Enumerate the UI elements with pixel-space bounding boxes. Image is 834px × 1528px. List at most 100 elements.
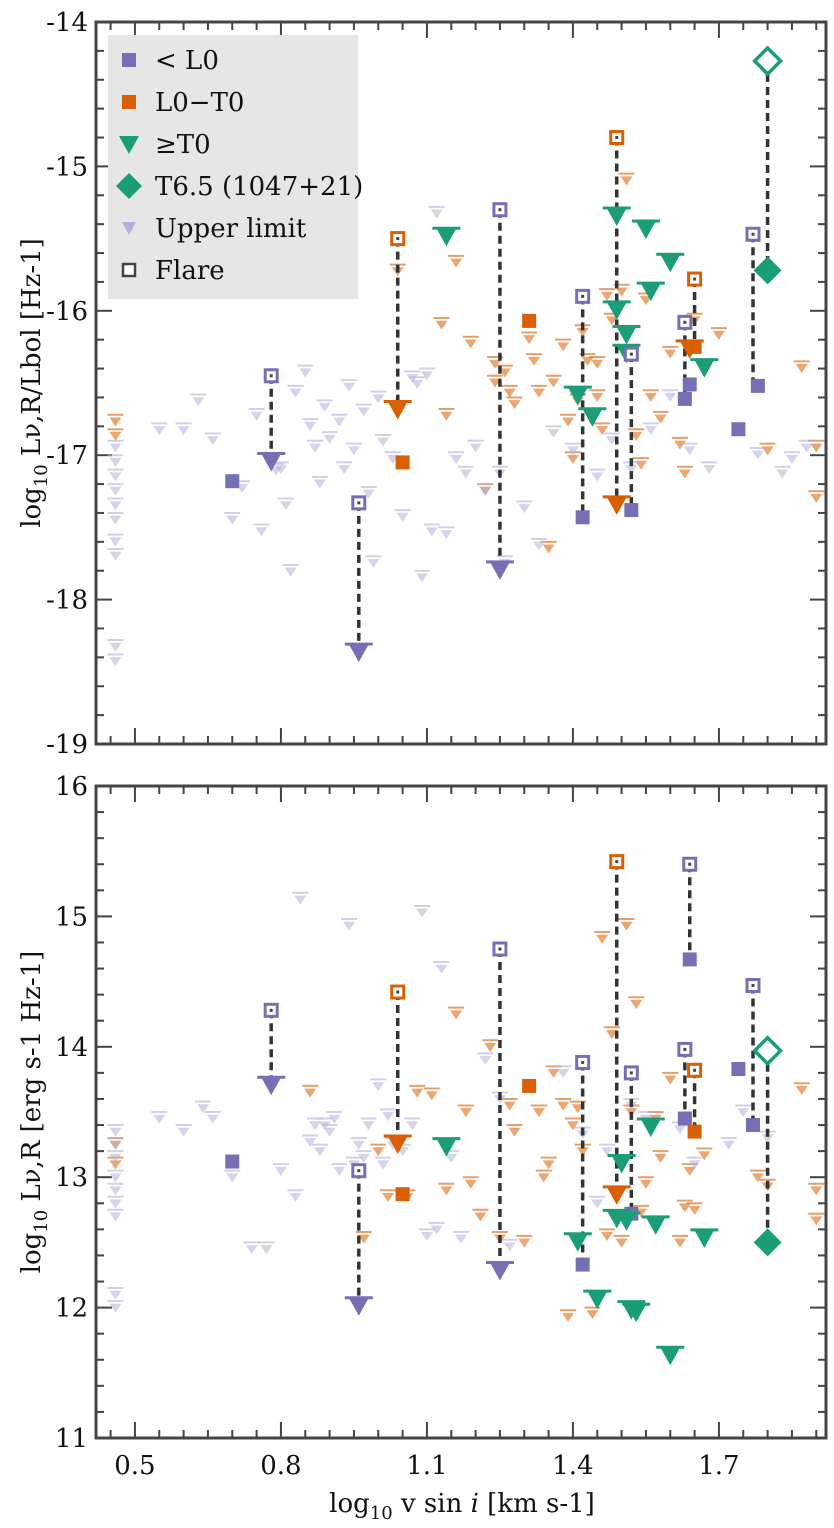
top-bold-limit-ge_t0 (660, 254, 681, 273)
top-upper-limit-ul_lt_l0 (377, 437, 390, 447)
bottom-upper-limit-l0_t0 (664, 1075, 677, 1085)
top-upper-limit-l0_t0 (615, 287, 628, 297)
top-upper-limit-ul_lt_l0 (333, 417, 346, 427)
top-flare-dot (269, 374, 273, 378)
top-upper-limit-ul_lt_l0 (644, 426, 657, 436)
legend-label: < L0 (155, 46, 219, 76)
bottom-upper-limit-ul_lt_l0 (722, 1140, 735, 1150)
bottom-x-tick-label: 1.1 (406, 1451, 447, 1481)
top-upper-limit-ul_lt_l0 (372, 394, 385, 404)
bottom-upper-limit-l0_t0 (678, 1203, 691, 1213)
bottom-flare-dot (693, 1068, 697, 1072)
bottom-upper-limit-ul_lt_l0 (382, 1112, 394, 1122)
top-detection-lt_l0 (750, 378, 765, 393)
legend: < L0 L0−T0 ≥T0 T6.5 (1047+21) Upper limit Fla… (108, 35, 363, 299)
bottom-upper-limit-ul_lt_l0 (197, 1104, 210, 1114)
bottom-upper-limit-l0_t0 (547, 1069, 560, 1079)
top-upper-limit-ul_lt_l0 (318, 403, 331, 413)
bottom-upper-limit-ul_lt_l0 (557, 1069, 570, 1079)
bottom-upper-limit-l0_t0 (639, 1179, 652, 1189)
top-upper-limit-l0_t0 (528, 356, 540, 366)
panel-bottom: 11 12 13 14 15 16 0.5 0.8 1.1 1.4 1.7 log10 Lν,R [e… (17, 772, 828, 1481)
top-upper-limit-ul_lt_l0 (440, 530, 453, 540)
bottom-upper-limit-l0_t0 (586, 1310, 599, 1320)
top-bold-limit-l0_t0 (387, 401, 408, 420)
top-flare-dot (683, 320, 687, 324)
bottom-upper-limit-l0_t0 (571, 1104, 584, 1114)
top-detection-l0_t0 (522, 313, 537, 328)
top-upper-limit-l0_t0 (664, 349, 677, 359)
bottom-detection-lt_l0 (682, 952, 697, 967)
bottom-bold-limit-ge_t0 (626, 1304, 647, 1323)
bottom-bold-limit-l0_t0 (387, 1135, 408, 1154)
top-upper-limit-ul_lt_l0 (109, 515, 122, 525)
bottom-upper-limit-l0_t0 (601, 1232, 613, 1242)
top-upper-limit-ul_lt_l0 (420, 371, 433, 381)
bottom-upper-limit-ul_lt_l0 (674, 1125, 686, 1135)
top-y-tick-label: -17 (46, 441, 88, 471)
bottom-upper-limit-ul_lt_l0 (109, 1127, 122, 1137)
top-upper-limit-l0_t0 (109, 417, 122, 427)
top-upper-limit-l0_t0 (795, 364, 808, 374)
top-detection-lt_l0 (682, 377, 697, 392)
bottom-detection-lt_l0 (575, 1257, 590, 1272)
legend-label: Flare (155, 256, 225, 286)
bottom-y-tick-label: 12 (55, 1294, 88, 1324)
bottom-upper-limit-l0_t0 (542, 1160, 555, 1170)
top-upper-limit-l0_t0 (557, 342, 570, 352)
top-y-tick-label: -14 (46, 8, 88, 38)
top-upper-limit-ul_lt_l0 (338, 465, 351, 475)
bottom-upper-limit-l0_t0 (605, 1029, 618, 1039)
bottom-bold-limit-ge_t0 (645, 1216, 666, 1235)
bottom-upper-limit-ul_lt_l0 (343, 921, 356, 931)
top-upper-limit-l0_t0 (508, 400, 521, 410)
bottom-upper-limit-ul_lt_l0 (153, 1114, 166, 1124)
bottom-upper-limit-l0_t0 (440, 1186, 453, 1196)
bottom-upper-limit-ul_lt_l0 (109, 1290, 122, 1300)
bottom-upper-limit-ul_lt_l0 (737, 1108, 750, 1118)
bottom-upper-limit-l0_t0 (810, 1186, 823, 1196)
bottom-upper-limit-ul_lt_l0 (688, 1160, 701, 1170)
bottom-upper-limit-ul_lt_l0 (323, 1127, 336, 1137)
top-upper-limit-ul_lt_l0 (547, 429, 560, 439)
top-upper-limit-l0_t0 (435, 320, 448, 330)
top-upper-limit-l0_t0 (654, 414, 667, 424)
top-upper-limit-l0_t0 (810, 494, 823, 503)
top-upper-limit-l0_t0 (566, 455, 579, 465)
bottom-upper-limit-ul_lt_l0 (761, 1134, 774, 1144)
bottom-upper-limit-ul_lt_l0 (109, 1199, 122, 1209)
top-upper-limit-ul_lt_l0 (109, 457, 122, 467)
bottom-flare-dot (396, 990, 400, 994)
bottom-flare-dot (357, 1169, 361, 1173)
top-upper-limit-ul_lt_l0 (284, 567, 297, 577)
bottom-x-tick-label: 0.8 (260, 1451, 301, 1481)
top-bold-limit-l0_t0 (606, 496, 627, 515)
bottom-bold-limit-ge_t0 (436, 1138, 457, 1157)
bottom-upper-limit-ul_lt_l0 (274, 1166, 287, 1176)
bottom-flare-dot (629, 1071, 633, 1075)
top-upper-limit-ul_lt_l0 (109, 443, 122, 453)
top-upper-limit-l0_t0 (674, 440, 686, 450)
top-bold-limit-lt_l0 (348, 644, 369, 663)
bottom-upper-limit-ul_lt_l0 (591, 1199, 604, 1209)
top-bold-limit-ge_t0 (616, 326, 637, 345)
bottom-upper-limit-ul_lt_l0 (503, 1242, 516, 1252)
top-detection-lt_l0 (731, 422, 746, 437)
top-upper-limit-ul_lt_l0 (109, 551, 122, 561)
bottom-t65-flare-diamond (752, 1035, 784, 1067)
bottom-upper-limit-l0_t0 (630, 999, 643, 1009)
bottom-x-tick-label: 1.7 (698, 1451, 739, 1481)
top-upper-limit-ul_lt_l0 (362, 489, 375, 499)
bottom-upper-limit-l0_t0 (562, 1312, 575, 1322)
top-upper-limit-ul_lt_l0 (299, 368, 312, 378)
top-upper-limit-ul_lt_l0 (289, 388, 302, 398)
top-bold-limit-ge_t0 (606, 208, 627, 227)
bottom-upper-limit-ul_lt_l0 (109, 1212, 122, 1222)
bottom-upper-limit-ul_lt_l0 (362, 1121, 375, 1131)
top-detection-lt_l0 (575, 510, 590, 525)
top-upper-limit-ul_lt_l0 (664, 392, 677, 402)
top-upper-limit-ul_lt_l0 (313, 479, 326, 489)
bottom-bold-limit-l0_t0 (606, 1186, 627, 1205)
top-upper-limit-l0_t0 (503, 388, 516, 398)
